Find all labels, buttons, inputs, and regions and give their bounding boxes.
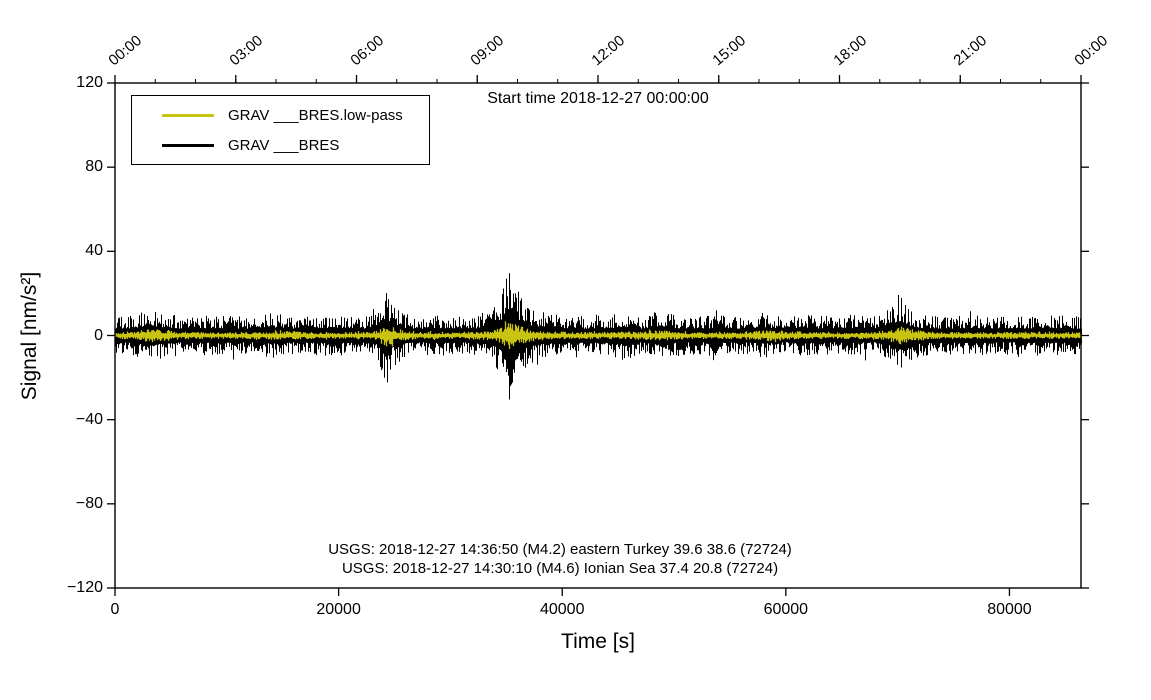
x-tick-label: 0 — [110, 601, 120, 618]
x-tick-label: 40000 — [539, 601, 585, 618]
y-tick-label: −120 — [66, 579, 103, 596]
y-tick-label: 120 — [76, 74, 103, 91]
legend-label-raw: GRAV ___BRES — [228, 136, 340, 154]
usgs-event-annotation-1: USGS: 2018-12-27 14:36:50 (M4.2) eastern… — [328, 541, 792, 558]
legend-item-lowpass: GRAV ___BRES.low-pass — [132, 107, 429, 124]
legend-item-raw: GRAV ___BRES — [132, 137, 429, 154]
y-tick-label: 80 — [85, 158, 103, 176]
x-tick-label: 20000 — [316, 601, 361, 618]
y-tick-label: 0 — [94, 326, 103, 344]
x-tick-label: 80000 — [987, 601, 1032, 618]
usgs-event-annotation-2: USGS: 2018-12-27 14:30:10 (M4.6) Ionian … — [341, 560, 779, 577]
y-tick-label: −80 — [75, 494, 103, 512]
start-time-annotation: Start time 2018-12-27 00:00:00 — [487, 90, 709, 107]
x-axis-title: Time [s] — [561, 630, 635, 653]
y-tick-label: 40 — [85, 242, 103, 260]
x-tick-label: 60000 — [763, 601, 809, 618]
lowpass-line-swatch — [162, 113, 214, 117]
legend-label-lowpass: GRAV ___BRES.low-pass — [228, 106, 403, 124]
y-axis-title: Signal [nm/s²] — [18, 271, 41, 401]
legend: GRAV ___BRES.low-pass GRAV ___BRES — [131, 95, 430, 165]
raw-line-swatch — [162, 143, 214, 147]
y-tick-label: −40 — [75, 410, 103, 428]
